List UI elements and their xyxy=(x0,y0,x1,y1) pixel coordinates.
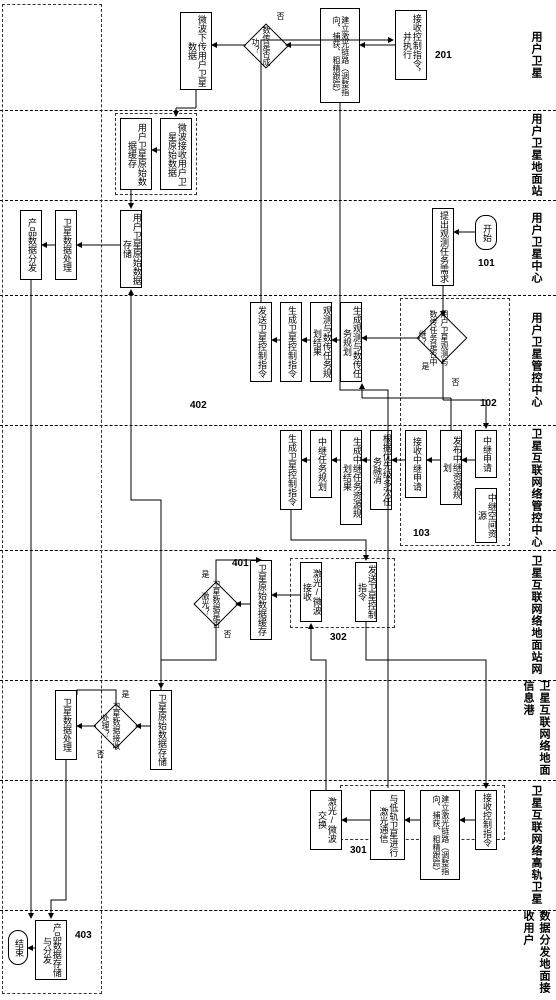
diamond-data-tx xyxy=(243,23,288,68)
lane-header-2: 用户卫星地面站 xyxy=(516,110,556,200)
node-mw-recv-user: 微波接收用户卫星原始数据 xyxy=(160,118,192,190)
label-no-1: 否 xyxy=(450,378,461,386)
node-recv-ctrl-cmd2: 接收控制指令 xyxy=(475,790,497,850)
node-laser-mw-recv: 激光/微波接收 xyxy=(300,562,322,622)
node-gen-relay-res: 生成中继任务资源规划结果 xyxy=(340,430,362,525)
node-mw-down: 微波下传用户卫星数据 xyxy=(180,12,212,90)
node-end: 结束 xyxy=(8,930,28,965)
lane-header-7: 卫星互联网络地面信息港 xyxy=(516,680,556,780)
num-401: 401 xyxy=(232,558,249,569)
node-send-relay-cmd2: 发送卫星控制指令 xyxy=(355,562,377,622)
lane-header-1: 用户卫星 xyxy=(516,0,556,110)
label-yes-2: 是 xyxy=(200,570,211,578)
node-build-laser1: 建立激光链路（调整指向、捕获、粗精跟踪） xyxy=(320,8,360,103)
node-prod-distrib: 产品数据分发 xyxy=(20,210,42,280)
lane-header-6: 卫星互联网络地面站网 xyxy=(516,550,556,680)
label-no-3: 否 xyxy=(95,750,106,758)
label-no-2: 否 xyxy=(222,630,233,638)
node-relay-time-res: 中继空间资源 xyxy=(475,488,497,543)
node-sat-raw-cache: 卫星原始数据缓存 xyxy=(250,560,272,640)
num-302: 302 xyxy=(330,632,347,643)
node-gen-sat-cmd: 生成卫星控制指令 xyxy=(280,302,302,382)
num-402: 402 xyxy=(190,400,207,411)
node-recv-ctrl-cmd1: 接收控制指令，并执行 xyxy=(395,10,427,80)
node-relay-plan: 中继任务规划 xyxy=(310,430,332,498)
node-user-raw-store: 用户卫星原始数据缓存 xyxy=(120,118,152,190)
num-102: 102 xyxy=(480,398,497,409)
node-low-orbit-comm: 与低轨卫星进行激光通信 xyxy=(370,790,405,860)
group-left-vertical xyxy=(2,4,102,994)
node-build-laser2: 建立激光链路（调整指向、捕获、粗精跟踪） xyxy=(420,790,460,880)
node-gen-obs-plan: 生成观测与数传任务规划 xyxy=(340,302,362,382)
lane-header-5: 卫星互联网络管控中心 xyxy=(516,425,556,550)
lane-header-9: 数据分发地面接收用户 xyxy=(516,910,556,1000)
label-yes-3: 是 xyxy=(120,690,131,698)
node-relay-apply: 中继申请 xyxy=(475,430,497,478)
node-user-raw-store2: 用户卫星原始数据存储 xyxy=(120,210,142,288)
lane-header-8: 卫星互联网络高轨卫星 xyxy=(516,780,556,910)
label-yes-4: 否 xyxy=(275,12,286,20)
lane-header-3: 用户卫星中心 xyxy=(516,200,556,295)
node-sat-raw-store: 卫星原始数据存储 xyxy=(150,690,172,770)
node-sat-data-proc: 卫星数据处理 xyxy=(55,210,77,280)
label-yes-1: 是 xyxy=(420,362,431,370)
flowchart-diagram: 用户卫星 用户卫星地面站 用户卫星中心 用户卫星管控中心 卫星互联网络管控中心 … xyxy=(0,0,556,1000)
node-laser-mw-ex: 激光/微波交换 xyxy=(310,790,342,850)
num-201: 201 xyxy=(435,50,452,61)
node-gen-relay-cmd: 生成卫星控制指令 xyxy=(280,430,302,510)
lane-header-4: 用户卫星管控中心 xyxy=(516,295,556,425)
node-send-sat-cmd: 发送卫星控制指令 xyxy=(250,302,272,382)
node-obs-result: 观测与数传任务规划结果 xyxy=(310,302,332,382)
node-prod-store-dist: 产品数据存储与分发 xyxy=(35,920,67,980)
diamond-is-laser xyxy=(193,581,238,626)
node-sat-data-proc2: 卫星数据处理 xyxy=(55,690,77,760)
num-403: 403 xyxy=(75,930,92,941)
node-priority-eval: 根据优先级多次任务融消 xyxy=(370,430,392,510)
num-103: 103 xyxy=(413,528,430,539)
num-301: 301 xyxy=(350,845,367,856)
node-pub-relay-plan: 发布中继资源规划 xyxy=(440,430,462,505)
num-101: 101 xyxy=(478,258,495,269)
node-task-demand: 提出观测任务需求 xyxy=(432,208,454,286)
node-recv-relay-apply: 接收中继申请 xyxy=(405,430,427,498)
node-start: 开始 xyxy=(475,215,497,250)
